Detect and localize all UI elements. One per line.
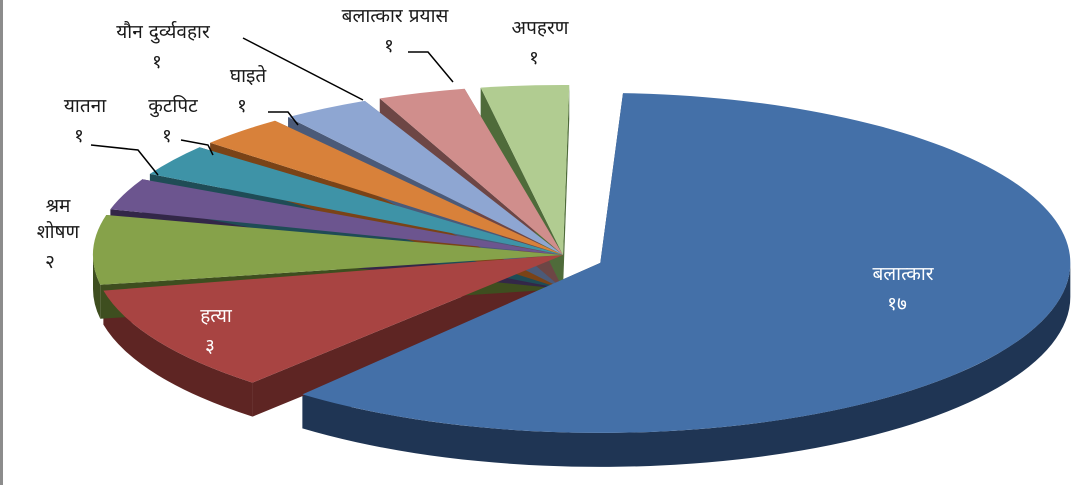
slice-label-8: अपहरण १ (512, 17, 569, 69)
slice-1 (103, 255, 563, 383)
slice-label-0: बलात्कार १७ (872, 263, 934, 315)
slice-value-label: १ (152, 51, 162, 73)
slice-category-label: अपहरण (512, 17, 569, 39)
slice-value-label: १ (529, 47, 539, 69)
slice-0 (302, 93, 1071, 433)
leader-line (242, 37, 364, 101)
slice-4 (149, 147, 563, 255)
slice-8 (480, 85, 570, 255)
slice-label-2: श्रम शोषण २ (37, 195, 80, 273)
slice-label-1: हत्या ३ (200, 305, 233, 357)
pie-chart: बलात्कार१७हत्या३श्रमशोषण२यातना१कुटपिट१घा… (37, 5, 1071, 467)
slice-value-label: २ (45, 251, 55, 273)
slice-category-label: बलात्कार (872, 263, 934, 285)
leader-line (268, 111, 299, 126)
leader-line (180, 139, 214, 156)
slice-label-3: यातना १ (64, 95, 159, 176)
slice-value-label: ३ (205, 335, 215, 357)
slice-category-label: शोषण (37, 220, 80, 243)
slice-label-6: यौन दुर्व्यवहार १ (116, 20, 364, 101)
leader-line (408, 51, 454, 83)
slice-value-label: १ (237, 95, 247, 117)
slice-category-label: घाइते (230, 64, 267, 87)
slice-2 (92, 214, 563, 285)
slice-category-label: यौन दुर्व्यवहार (116, 20, 211, 44)
slice-category-label: हत्या (200, 305, 233, 327)
slice-7 (379, 88, 563, 255)
slice-category-label: बलात्कार प्रयास (342, 5, 450, 27)
slice-label-5: घाइते १ (230, 64, 299, 126)
slice-value-label: १ (384, 35, 394, 57)
slice-3 (110, 179, 563, 255)
slice-category-label: यातना (64, 95, 107, 117)
slice-value-label: १ (162, 125, 172, 147)
slice-6 (288, 100, 563, 255)
slice-label-7: बलात्कार प्रयास १ (342, 5, 454, 83)
slice-value-label: १७ (887, 293, 907, 315)
leader-line (90, 144, 159, 176)
slice-value-label: १ (74, 125, 84, 147)
slice-5 (210, 120, 564, 255)
slice-label-4: कुटपिट १ (148, 94, 214, 156)
slice-category-label: कुटपिट (148, 94, 198, 118)
slice-category-label: श्रम (46, 195, 71, 217)
